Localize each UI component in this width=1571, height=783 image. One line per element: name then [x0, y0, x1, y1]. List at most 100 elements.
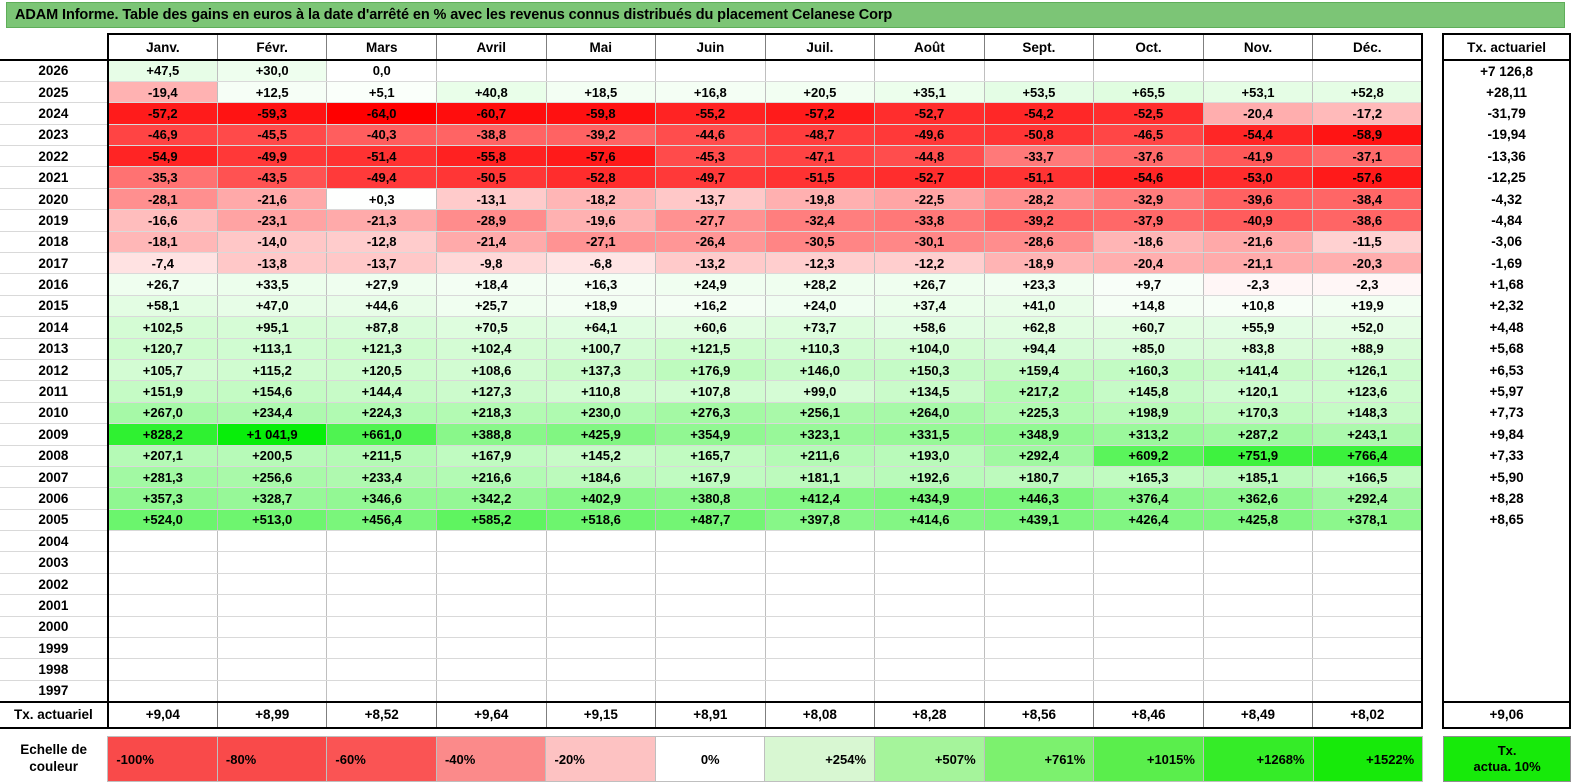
gain-cell[interactable]: +26,7	[874, 273, 985, 296]
gain-cell[interactable]: +609,2	[1093, 444, 1204, 467]
gain-cell[interactable]	[874, 658, 985, 681]
gain-cell[interactable]	[107, 530, 218, 553]
gain-cell[interactable]	[874, 572, 985, 596]
gain-cell[interactable]: +167,9	[436, 444, 547, 467]
gain-cell[interactable]: -20,4	[1202, 102, 1314, 125]
gain-cell[interactable]: +37,4	[874, 294, 985, 318]
gain-cell[interactable]	[326, 572, 437, 596]
gain-cell[interactable]: +10,8	[1202, 294, 1314, 318]
gain-cell[interactable]	[764, 58, 876, 82]
gain-cell[interactable]: +120,1	[1202, 380, 1314, 403]
gain-cell[interactable]: +121,3	[326, 337, 437, 360]
gain-cell[interactable]	[764, 637, 876, 660]
gain-cell[interactable]	[1312, 572, 1424, 596]
gain-cell[interactable]: +12,5	[216, 80, 328, 104]
column-header-janv[interactable]: Janv.	[106, 33, 218, 61]
gain-cell[interactable]	[326, 530, 437, 553]
gain-cell[interactable]	[1093, 572, 1204, 596]
gain-cell[interactable]	[1093, 530, 1204, 553]
gain-cell[interactable]	[545, 615, 657, 639]
gain-cell[interactable]: -21,1	[1202, 252, 1314, 275]
gain-cell[interactable]: +18,5	[545, 80, 657, 104]
gain-cell[interactable]: -13,8	[216, 252, 328, 275]
row-year-label[interactable]: 2010	[0, 401, 109, 425]
gain-cell[interactable]: -19,4	[107, 80, 218, 104]
gain-cell[interactable]: +9,7	[1093, 273, 1204, 296]
gain-cell[interactable]: -21,6	[1202, 230, 1314, 254]
gain-cell[interactable]: +439,1	[983, 508, 1095, 532]
gain-cell[interactable]: +166,5	[1312, 465, 1424, 489]
gain-cell[interactable]: +751,9	[1202, 444, 1314, 467]
tx-actuariel-cell[interactable]: -4,32	[1442, 188, 1571, 210]
gain-cell[interactable]: -54,6	[1093, 166, 1204, 189]
tx-actuariel-cell[interactable]: +7,73	[1442, 402, 1571, 424]
gain-cell[interactable]: +0,3	[326, 187, 437, 211]
gain-cell[interactable]: +376,4	[1093, 487, 1204, 510]
gain-cell[interactable]: +137,3	[545, 358, 657, 382]
footer-month-total[interactable]: +8,56	[983, 700, 1095, 729]
gain-cell[interactable]: -26,4	[655, 230, 766, 254]
tx-actuariel-cell[interactable]	[1442, 658, 1571, 681]
gain-cell[interactable]: -39,6	[1202, 187, 1314, 211]
gain-cell[interactable]: +148,3	[1312, 401, 1424, 425]
gain-cell[interactable]: -21,6	[216, 187, 328, 211]
gain-cell[interactable]: +47,0	[216, 294, 328, 318]
gain-cell[interactable]	[1093, 58, 1204, 82]
gain-cell[interactable]	[1312, 679, 1424, 703]
gain-cell[interactable]: +25,7	[436, 294, 547, 318]
gain-cell[interactable]: +192,6	[874, 465, 985, 489]
gain-cell[interactable]: -38,6	[1312, 209, 1424, 232]
gain-cell[interactable]: +65,5	[1093, 80, 1204, 104]
gain-cell[interactable]: -9,8	[436, 252, 547, 275]
gain-cell[interactable]: -59,8	[545, 102, 657, 125]
gain-cell[interactable]: -12,3	[764, 252, 876, 275]
gain-cell[interactable]: -19,6	[545, 209, 657, 232]
gain-cell[interactable]: +828,2	[107, 423, 218, 446]
tx-actuariel-cell[interactable]	[1442, 573, 1571, 595]
tx-actuariel-cell[interactable]: -3,06	[1442, 231, 1571, 253]
footer-month-total[interactable]: +8,02	[1312, 700, 1424, 729]
tx-actuariel-cell[interactable]: -4,84	[1442, 209, 1571, 232]
gain-cell[interactable]	[545, 679, 657, 703]
gain-cell[interactable]	[1312, 594, 1424, 617]
gain-cell[interactable]	[874, 637, 985, 660]
gain-cell[interactable]	[216, 530, 328, 553]
gain-cell[interactable]: +264,0	[874, 401, 985, 425]
gain-cell[interactable]: +348,9	[983, 423, 1095, 446]
tx-actuariel-cell[interactable]: +28,11	[1442, 81, 1571, 103]
gain-cell[interactable]: -35,3	[107, 166, 218, 189]
gain-cell[interactable]: +18,4	[436, 273, 547, 296]
gain-cell[interactable]: +24,0	[764, 294, 876, 318]
gain-cell[interactable]	[545, 637, 657, 660]
footer-tx-actuariel-total[interactable]: +9,06	[1442, 700, 1571, 729]
gain-cell[interactable]: +281,3	[107, 465, 218, 489]
gain-cell[interactable]	[1202, 679, 1314, 703]
gain-cell[interactable]: -21,4	[436, 230, 547, 254]
tx-actuariel-cell[interactable]: -1,69	[1442, 252, 1571, 274]
row-year-label[interactable]: 1998	[0, 658, 109, 681]
gain-cell[interactable]: +234,4	[216, 401, 328, 425]
column-header-sept[interactable]: Sept.	[983, 33, 1095, 61]
gain-cell[interactable]: +58,6	[874, 316, 985, 339]
gain-cell[interactable]	[655, 658, 766, 681]
gain-cell[interactable]: -37,6	[1093, 145, 1204, 168]
gain-cell[interactable]: -52,7	[874, 102, 985, 125]
gain-cell[interactable]: +102,4	[436, 337, 547, 360]
gain-cell[interactable]: +346,6	[326, 487, 437, 510]
gain-cell[interactable]	[545, 658, 657, 681]
gain-cell[interactable]: +218,3	[436, 401, 547, 425]
row-year-label[interactable]: 2025	[0, 80, 109, 104]
gain-cell[interactable]	[107, 551, 218, 574]
tx-actuariel-cell[interactable]: -19,94	[1442, 124, 1571, 146]
gain-cell[interactable]: -49,7	[655, 166, 766, 189]
gain-cell[interactable]: +24,9	[655, 273, 766, 296]
gain-cell[interactable]: +193,0	[874, 444, 985, 467]
gain-cell[interactable]	[655, 615, 766, 639]
gain-cell[interactable]: -51,5	[764, 166, 876, 189]
gain-cell[interactable]	[216, 679, 328, 703]
gain-cell[interactable]: +585,2	[436, 508, 547, 532]
gain-cell[interactable]	[107, 637, 218, 660]
gain-cell[interactable]	[1202, 58, 1314, 82]
gain-cell[interactable]: +83,8	[1202, 337, 1314, 360]
gain-cell[interactable]: +446,3	[983, 487, 1095, 510]
